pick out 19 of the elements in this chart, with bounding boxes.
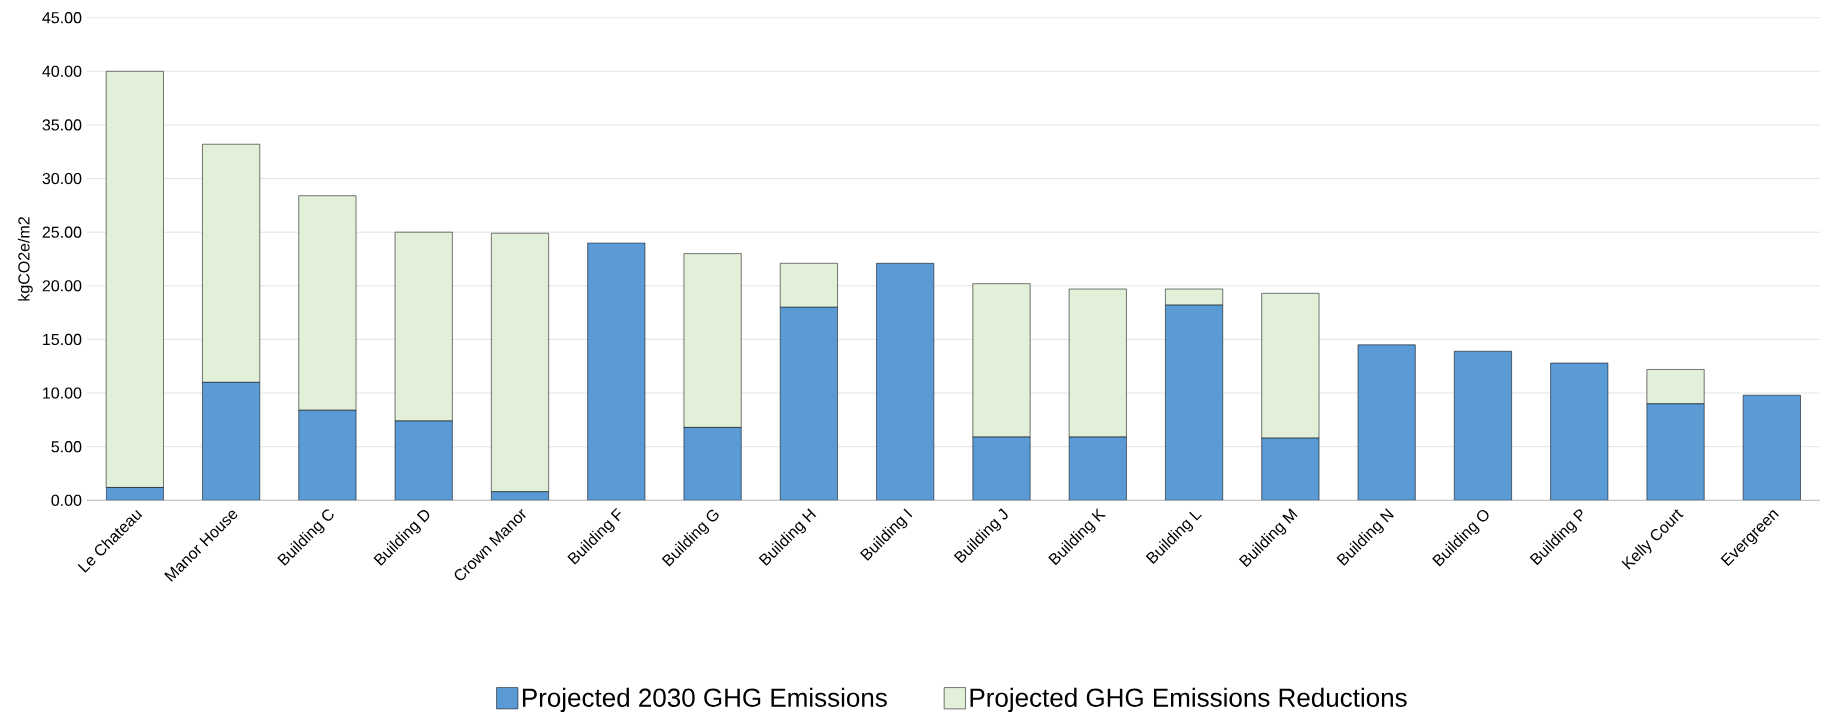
bar [1357, 344, 1416, 501]
y-tick-label: 5.00 [51, 441, 82, 453]
bar [587, 242, 646, 501]
y-tick-label: 10.00 [43, 387, 82, 399]
y-tick-label: 20.00 [42, 280, 82, 292]
y-tick-label: 30.00 [42, 172, 82, 185]
bar [876, 263, 935, 501]
y-tick-label: 35.00 [42, 119, 82, 131]
y-tick-label: 40.00 [42, 65, 82, 77]
y-tick-label: 0.00 [51, 494, 82, 506]
bar [1550, 362, 1609, 501]
legend-label: Projected GHG Emissions Reductions [970, 687, 1407, 713]
legend-label: Projected 2030 GHG Emissions [522, 687, 887, 713]
y-tick-label: 45.00 [42, 12, 82, 24]
bar [1454, 350, 1512, 501]
y-tick-label: 25.00 [42, 226, 82, 238]
y-tick-label: 15.00 [43, 333, 82, 346]
y-axis-title: kgCO2e/m2 [17, 217, 33, 301]
bar [1742, 394, 1801, 501]
